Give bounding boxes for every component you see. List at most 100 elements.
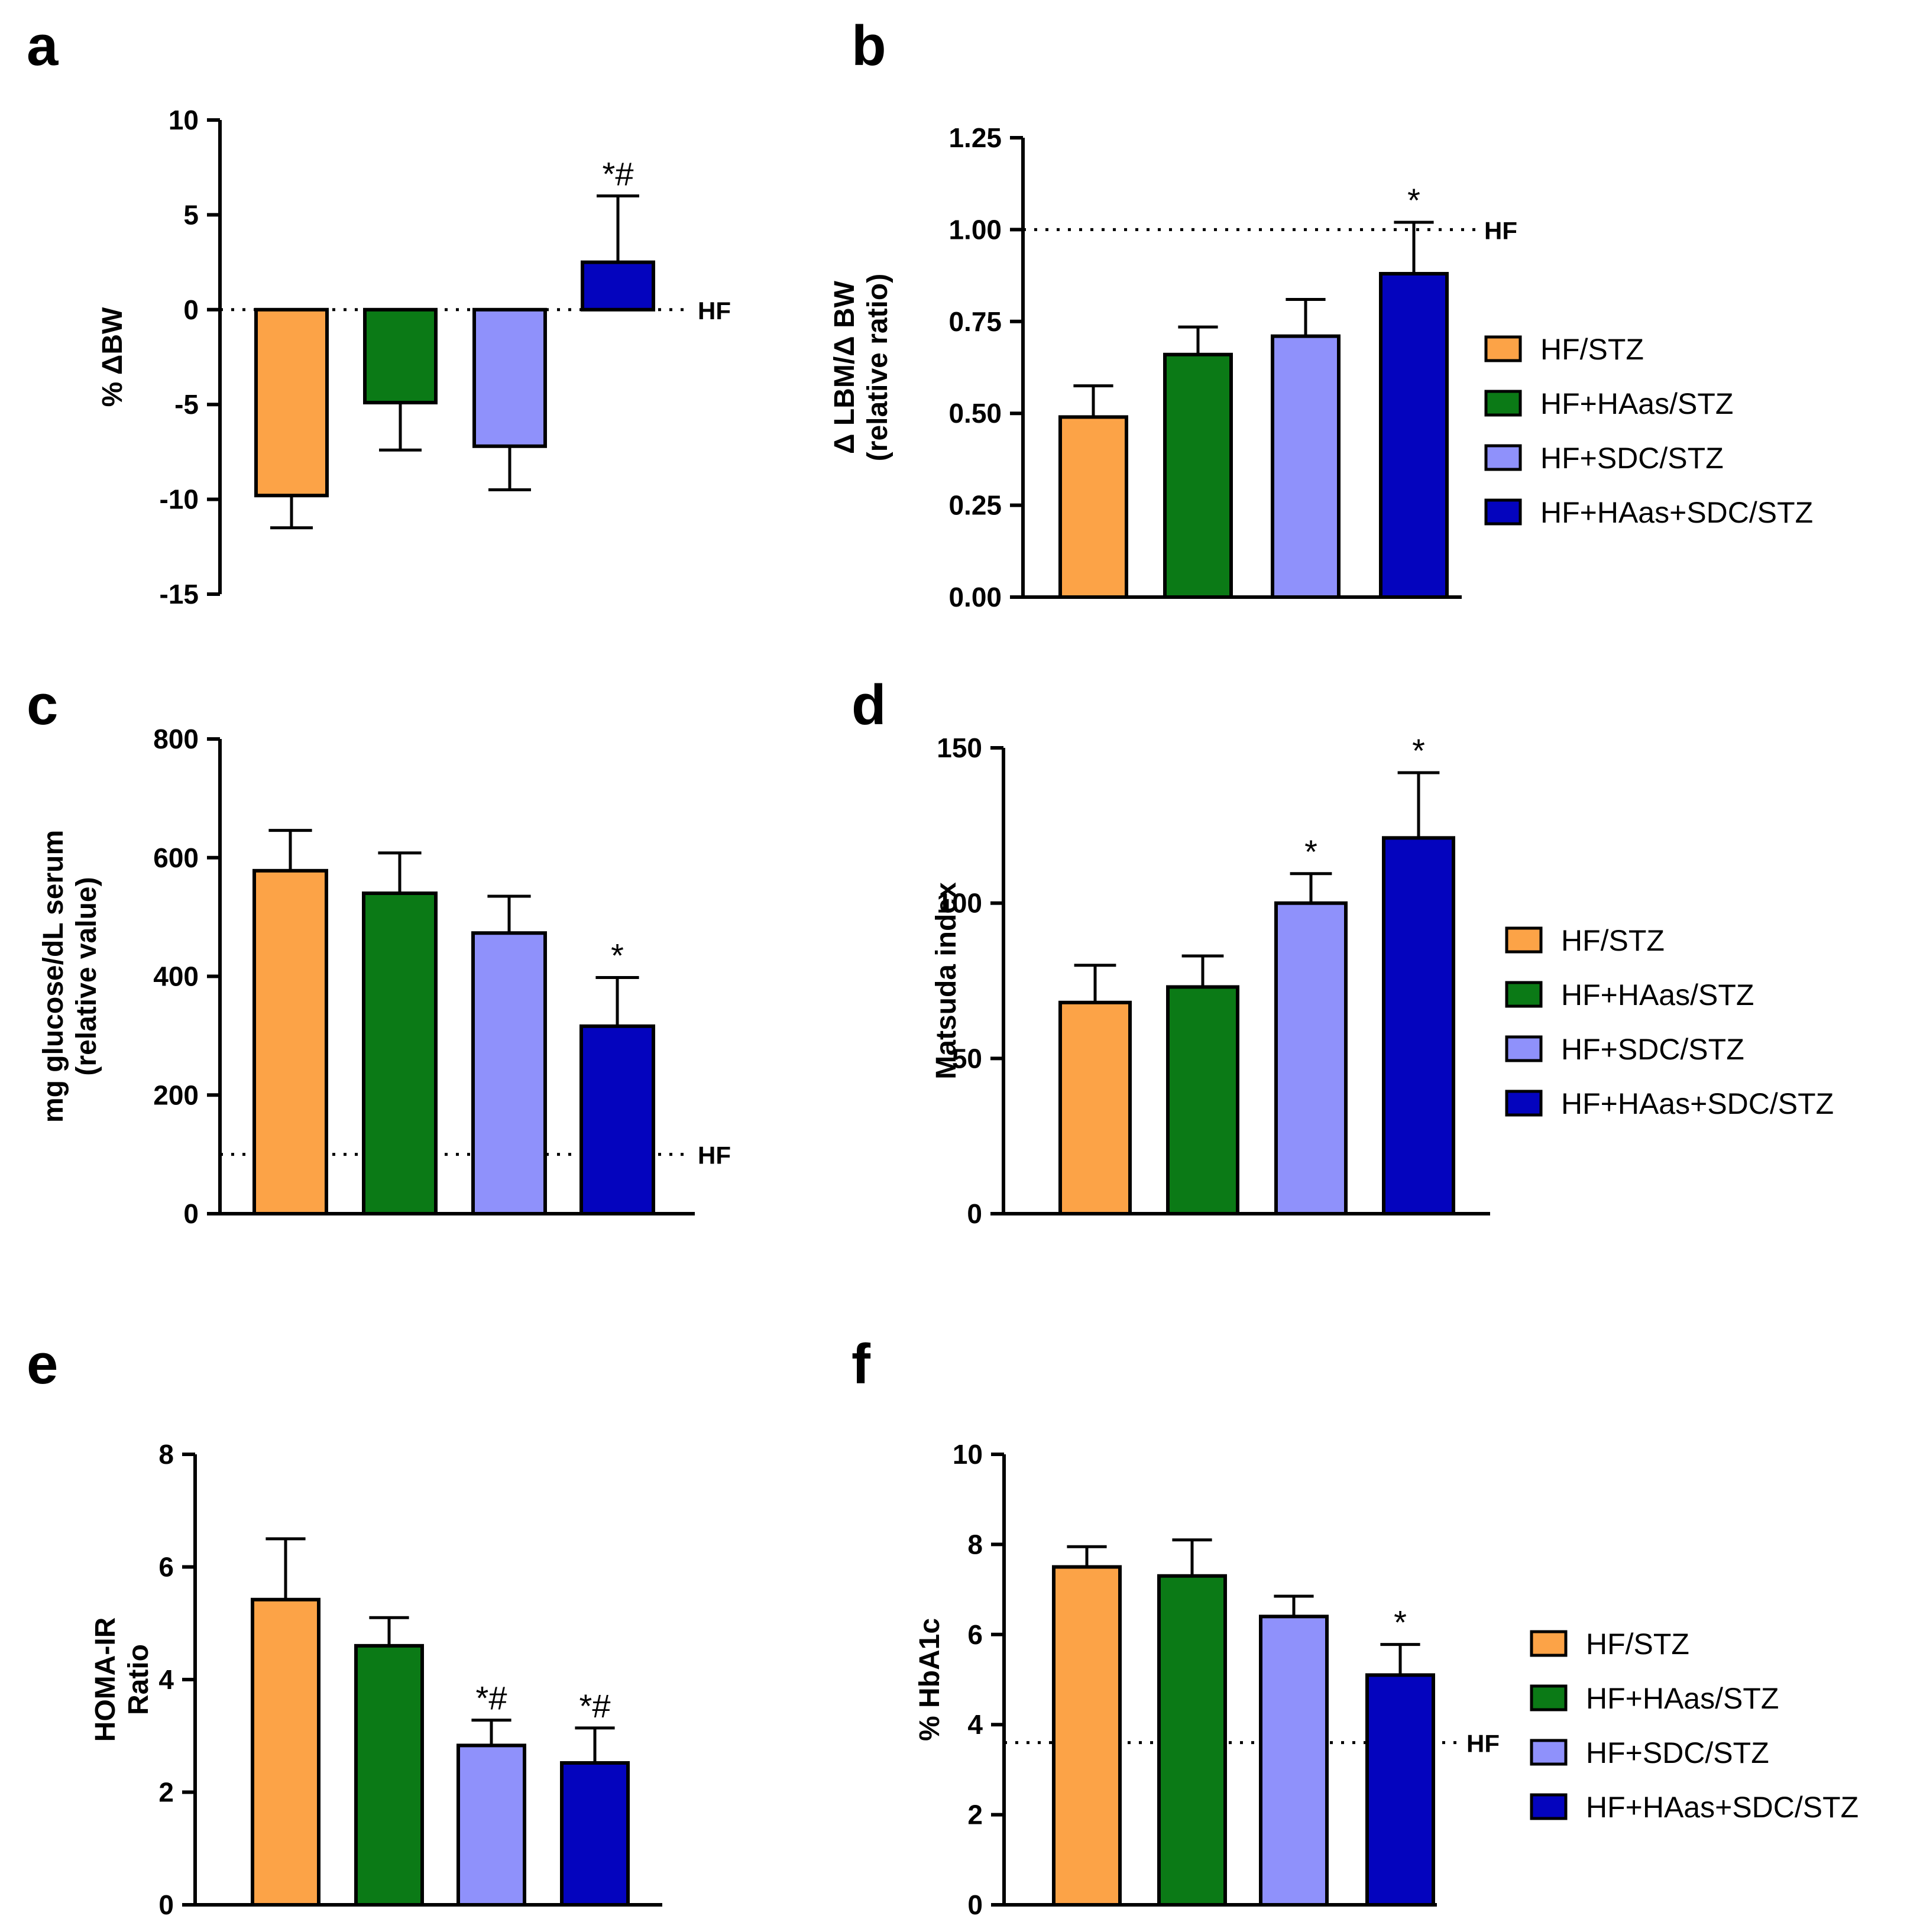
y-tick-label: 1.00 [948, 214, 1002, 245]
legend-swatch-1 [1530, 1630, 1568, 1657]
panel-letter: f [851, 1333, 871, 1396]
legend-label-3: HF+SDC/STZ [1540, 442, 1724, 475]
reference-label: HF [1466, 1730, 1500, 1758]
y-tick-label: 0 [183, 294, 199, 325]
y-axis-title-line: Matsuda index [931, 882, 962, 1080]
bar-2 [362, 891, 438, 1215]
legend: HF/STZ HF+HAas/STZ HF+SDC/STZ HF+HAas+SDC/S… [1530, 1628, 1859, 1824]
legend-swatch-2 [1484, 390, 1522, 417]
y-tick-label: 0.25 [948, 490, 1002, 521]
y-tick-label: 2 [158, 1777, 174, 1808]
y-tick-label: -15 [160, 579, 199, 610]
y-tick-label: 0 [158, 1889, 174, 1920]
y-axis-title-line: mg glucose/dL serum [38, 830, 69, 1123]
legend-label-2: HF+HAas/STZ [1540, 387, 1733, 420]
bar-3 [472, 307, 547, 448]
y-tick-label: 0 [967, 1198, 982, 1229]
y-axis-title-line: HOMA-IR [90, 1617, 121, 1742]
y-tick-label: 6 [967, 1619, 983, 1650]
panel-letter: a [27, 14, 59, 77]
bar-4 [579, 1024, 655, 1215]
y-tick-label: 10 [953, 1439, 983, 1470]
significance-label: *# [603, 155, 634, 192]
y-axis-title-line: Ratio [123, 1644, 154, 1715]
bar-2 [354, 1644, 424, 1907]
legend-swatch-3 [1530, 1739, 1568, 1766]
y-axis-title-line: Δ LBM/Δ BW [829, 280, 860, 454]
panel-letter: b [851, 14, 886, 77]
bar-3 [1271, 334, 1341, 599]
bar-3 [1274, 901, 1348, 1215]
panel-b: b 1.25 1.00 0.75 0.50 0.25 0.00 Δ LBM/Δ BW(rela… [829, 14, 1813, 612]
bar-4 [581, 260, 655, 312]
bar-2 [363, 307, 438, 404]
legend-swatch-2 [1505, 981, 1543, 1008]
y-tick-label: -10 [160, 484, 199, 515]
y-tick-label: 600 [153, 842, 199, 873]
y-axis-title-line: % HbA1c [914, 1618, 946, 1741]
legend-swatch-4 [1505, 1090, 1543, 1117]
y-axis-title: mg glucose/dL serum(relative value) [38, 830, 102, 1123]
bar-1 [1058, 415, 1128, 599]
bar-1 [251, 1597, 320, 1907]
y-tick-label: 0.75 [948, 306, 1002, 337]
bar-2 [1166, 985, 1239, 1216]
panel-e: e 8 6 4 2 0 HOMA-IRRatio *# *# [27, 1333, 662, 1920]
bar-4 [1365, 1673, 1435, 1907]
bar-1 [252, 868, 328, 1215]
significance-label: *# [579, 1687, 611, 1724]
y-axis-title-line: (relative value) [71, 877, 102, 1075]
legend-label-2: HF+HAas/STZ [1586, 1682, 1779, 1715]
y-tick-label: 10 [169, 105, 199, 135]
significance-label: * [1304, 833, 1317, 870]
y-tick-label: 50 [952, 1043, 982, 1074]
legend-swatch-3 [1484, 444, 1522, 471]
panel-f: f 10 8 6 4 2 0 % HbA1c HF * HF/STZ HF+HAas/STZ HF+SD… [851, 1333, 1859, 1920]
panel-letter: e [27, 1333, 58, 1396]
bar-2 [1163, 352, 1233, 599]
legend-label-1: HF/STZ [1561, 924, 1665, 957]
y-tick-label: 4 [158, 1664, 174, 1695]
legend-swatch-4 [1484, 498, 1522, 526]
y-tick-label: 0 [183, 1198, 199, 1229]
reference-label: HF [698, 1142, 731, 1169]
panel-d: d 150 100 50 0 Matsuda index * * HF/STZ HF+HAas/S… [851, 673, 1834, 1229]
legend-label-2: HF+HAas/STZ [1561, 978, 1754, 1012]
bar-3 [456, 1743, 526, 1907]
y-tick-label: 8 [158, 1439, 174, 1470]
legend-label-3: HF+SDC/STZ [1561, 1033, 1744, 1066]
y-axis-title: % ΔBW [97, 307, 128, 407]
y-tick-label: 5 [183, 199, 199, 230]
legend-label-3: HF+SDC/STZ [1586, 1736, 1769, 1769]
panel-letter: d [851, 673, 886, 737]
y-tick-label: 4 [967, 1709, 983, 1740]
y-tick-label: 800 [153, 724, 199, 754]
legend-swatch-1 [1484, 335, 1522, 362]
y-tick-label: 6 [158, 1552, 174, 1583]
panel-c: c 800 600 400 200 0 mg glucose/dL serum(relati… [27, 673, 731, 1229]
significance-label: * [1412, 732, 1425, 769]
legend-swatch-3 [1505, 1035, 1543, 1062]
bar-3 [1259, 1615, 1329, 1907]
legend-label-1: HF/STZ [1540, 333, 1644, 366]
bar-1 [1052, 1565, 1122, 1907]
legend-label-4: HF+HAas+SDC/STZ [1586, 1791, 1859, 1824]
bar-4 [1382, 836, 1455, 1215]
legend-label-4: HF+HAas+SDC/STZ [1561, 1087, 1834, 1120]
y-tick-label: 0.50 [948, 398, 1002, 429]
y-tick-label: 100 [937, 888, 982, 919]
legend-label-4: HF+HAas+SDC/STZ [1540, 496, 1813, 529]
y-axis-title-line: (relative ratio) [862, 274, 893, 461]
legend: HF/STZ HF+HAas/STZ HF+SDC/STZ HF+HAas+SDC/S… [1505, 924, 1834, 1120]
panel-letter: c [27, 673, 58, 737]
y-tick-label: 200 [153, 1080, 199, 1110]
bar-2 [1157, 1574, 1227, 1907]
significance-label: * [611, 937, 624, 974]
y-axis-title: Matsuda index [931, 882, 962, 1080]
bar-1 [254, 307, 329, 498]
reference-label: HF [1484, 216, 1517, 244]
panel-a: a 10 5 0 -5 -10 -15 % ΔBW HF *# [27, 14, 731, 610]
y-tick-label: 0.00 [948, 582, 1002, 612]
reference-label: HF [698, 297, 731, 325]
